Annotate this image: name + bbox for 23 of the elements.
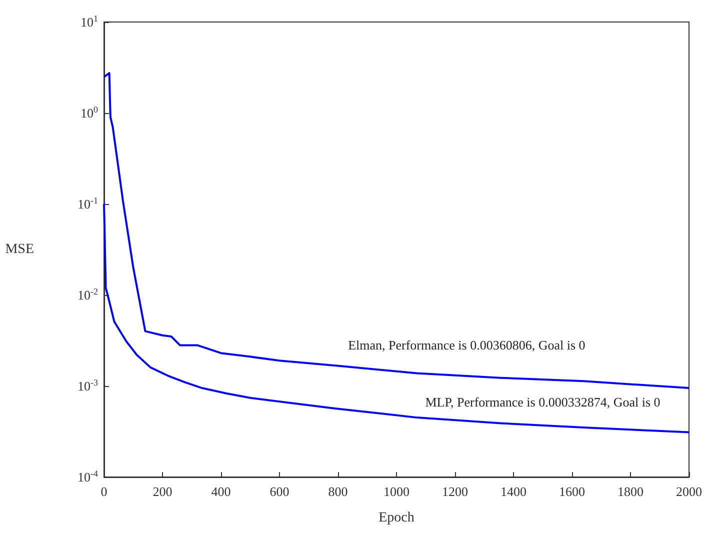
line-series xyxy=(103,203,690,434)
annotation: Elman, Performance is 0.00360806, Goal is 0 xyxy=(348,338,586,353)
x-tick-label: 1800 xyxy=(618,484,644,499)
y-tick-label: 10$^{-2}$ xyxy=(78,286,98,304)
y-tick-label: 10$^{-3}$ xyxy=(78,377,98,395)
x-tick-label: 1600 xyxy=(559,484,585,499)
x-tick-label: 0 xyxy=(100,484,108,499)
y-tick-label: 10$^{-4}$ xyxy=(78,468,98,486)
y-tick-label: 10$^{1}$ xyxy=(80,13,98,31)
annotation: MLP, Performance is 0.000332874, Goal is 0 xyxy=(425,394,660,410)
line-series xyxy=(103,72,690,390)
x-tick-label: 400 xyxy=(211,484,231,499)
y-tick-label: 10$^{0}$ xyxy=(80,104,98,122)
x-tick-label: 200 xyxy=(152,484,172,499)
x-tick-label: 600 xyxy=(270,484,290,499)
x-tick-label: 2000 xyxy=(676,484,702,499)
x-tick-label: 1400 xyxy=(500,484,526,499)
y-tick-label: 10$^{-1}$ xyxy=(78,195,98,213)
y-axis-title: MSE xyxy=(5,242,34,257)
x-tick-label: 1200 xyxy=(442,484,468,499)
x-tick-label: 800 xyxy=(328,484,348,499)
x-axis-title: Epoch xyxy=(378,510,414,526)
x-tick-label: 1000 xyxy=(384,484,410,499)
